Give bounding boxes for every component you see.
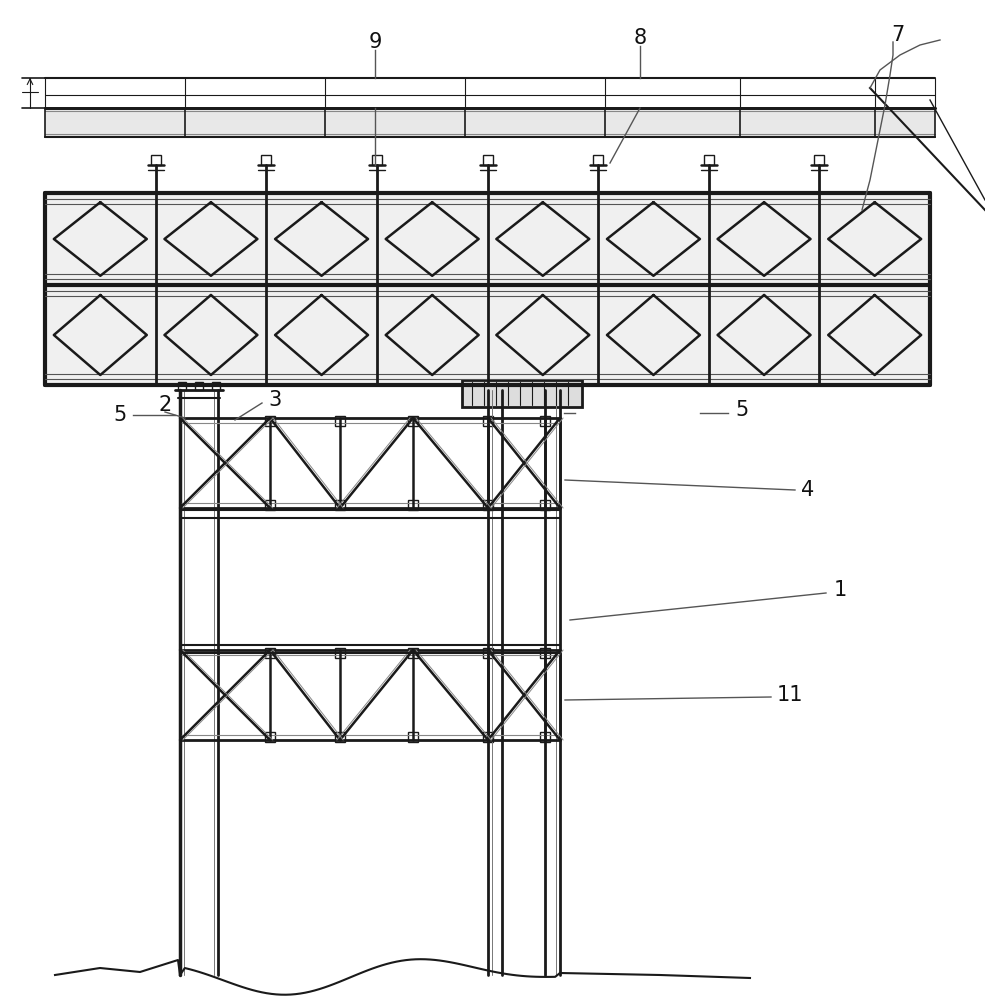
Bar	[408, 416, 418, 426]
Bar	[593, 155, 603, 165]
Bar	[195, 382, 203, 390]
Bar	[265, 416, 275, 426]
Bar	[261, 155, 271, 165]
Bar	[335, 732, 345, 742]
Bar	[335, 416, 345, 426]
Bar	[45, 285, 930, 385]
Text: 11: 11	[777, 685, 803, 705]
Bar	[408, 500, 418, 510]
Bar	[408, 732, 418, 742]
Bar	[540, 500, 550, 510]
Text: 9: 9	[368, 32, 382, 52]
Text: 1: 1	[833, 580, 847, 600]
Text: 7: 7	[891, 25, 904, 45]
Bar	[540, 732, 550, 742]
Bar	[45, 108, 935, 137]
Bar	[483, 732, 493, 742]
Text: 4: 4	[802, 480, 815, 500]
Bar	[45, 193, 930, 285]
Bar	[703, 155, 714, 165]
Bar	[372, 155, 382, 165]
Bar	[815, 155, 824, 165]
Bar	[408, 648, 418, 658]
Bar	[483, 500, 493, 510]
Bar	[483, 155, 492, 165]
Bar	[335, 500, 345, 510]
Bar	[462, 380, 582, 407]
Text: 5: 5	[736, 400, 749, 420]
Bar	[265, 648, 275, 658]
Bar	[178, 382, 186, 390]
Text: 8: 8	[633, 28, 646, 48]
Bar	[151, 155, 161, 165]
Bar	[540, 648, 550, 658]
Bar	[483, 648, 493, 658]
Bar	[265, 500, 275, 510]
Bar	[335, 648, 345, 658]
Bar	[483, 416, 493, 426]
Bar	[265, 732, 275, 742]
Text: 2: 2	[159, 395, 171, 415]
Bar	[540, 416, 550, 426]
Text: 3: 3	[268, 390, 282, 410]
Bar	[212, 382, 220, 390]
Text: 5: 5	[113, 405, 127, 425]
